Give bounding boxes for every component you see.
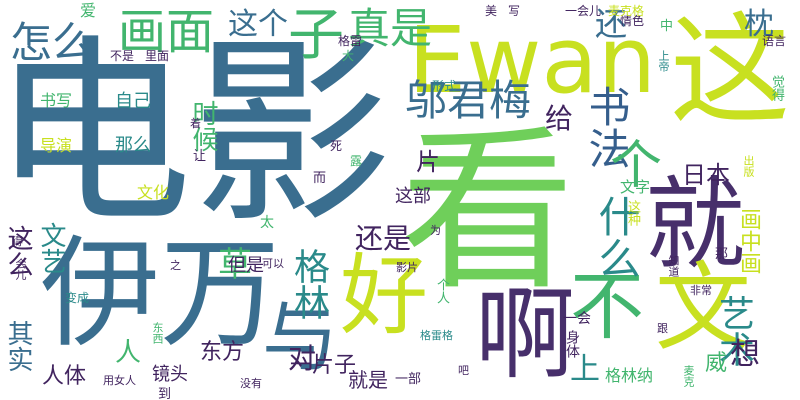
word-cloud-word: 一会儿: [565, 4, 602, 18]
word-cloud-word: 人: [115, 338, 142, 368]
word-cloud-word: 觉得: [769, 75, 784, 101]
word-cloud-word: 怎么: [10, 18, 95, 67]
word-cloud-word: 威: [705, 351, 728, 376]
word-cloud-word: 这: [670, 2, 790, 141]
word-cloud-word: 就是: [348, 368, 388, 392]
word-cloud-word: 一片子: [290, 353, 357, 378]
word-cloud-word: 枕: [744, 7, 774, 42]
word-cloud-word: 文艺: [36, 222, 66, 274]
word-cloud-word: 导演: [40, 136, 73, 155]
word-cloud-word: 书写: [40, 91, 73, 110]
word-cloud-word: 麦克格: [608, 4, 645, 18]
word-cloud-word: 格林纳: [605, 366, 654, 385]
word-cloud-word: Ewan: [408, 7, 657, 114]
word-cloud-word: 那么: [115, 135, 151, 156]
word-cloud-word: 不是: [110, 49, 135, 63]
word-cloud-word: 这部: [395, 186, 431, 207]
word-cloud-word: 真是: [348, 4, 433, 53]
word-cloud-word: 画面: [118, 4, 215, 60]
word-cloud-word: 文字: [620, 178, 651, 196]
word-cloud-word: 不: [570, 264, 644, 350]
word-cloud-word: 文化: [137, 183, 170, 202]
word-cloud-word: 个人: [434, 278, 449, 304]
word-cloud-word: 给: [545, 102, 574, 135]
word-cloud-word: 格雷格: [420, 329, 453, 342]
word-cloud-word: 麦克: [682, 365, 695, 387]
word-cloud-word: 用女人: [103, 374, 136, 387]
word-cloud-word: 画中画: [736, 208, 761, 274]
word-cloud-word: 露: [350, 154, 363, 168]
word-cloud-word: 但是: [228, 255, 264, 276]
word-cloud-word: 大: [342, 49, 355, 63]
word-cloud-word: 太: [260, 215, 274, 231]
word-cloud-word: 知道: [667, 255, 680, 277]
word-cloud-word: 没有: [240, 377, 262, 390]
word-cloud-word: 镜头: [152, 364, 188, 385]
word-cloud-word: 人体: [42, 364, 87, 389]
word-cloud-word: 写: [508, 4, 521, 18]
word-cloud-word: 上帝: [657, 50, 670, 72]
word-cloud-word: 什么: [592, 195, 641, 279]
word-cloud-word: 影片: [396, 261, 418, 274]
word-cloud-word: 而: [313, 171, 327, 186]
word-cloud-word: 对: [288, 342, 317, 375]
word-cloud-word: 可以: [262, 257, 284, 270]
word-cloud-word: 书法: [582, 85, 631, 169]
word-cloud-word: 格雷: [338, 34, 363, 48]
word-cloud-word: 形式: [432, 79, 457, 93]
word-cloud-word: 自己: [115, 91, 151, 112]
word-cloud-word: 与: [262, 293, 338, 382]
word-cloud-word: 美: [485, 4, 498, 18]
word-cloud-word: 其实: [3, 320, 33, 372]
word-cloud-word: 东方: [200, 340, 245, 365]
word-cloud-word: 语言: [762, 34, 787, 48]
word-cloud-word: 会儿: [14, 258, 27, 280]
word-cloud-word: 艺术: [713, 295, 754, 367]
word-cloud-word: 跟: [657, 322, 668, 335]
word-cloud-word: 这么: [3, 225, 33, 277]
word-cloud-word: 一会: [563, 311, 591, 327]
word-cloud-word: 想: [730, 337, 760, 372]
word-cloud-word: 草: [218, 245, 252, 285]
word-cloud-word: 让: [193, 149, 207, 164]
word-cloud-word: 非常: [690, 284, 712, 297]
word-cloud-word: 着: [190, 117, 201, 130]
word-cloud-word: 死: [330, 139, 343, 153]
word-cloud-word: 为: [430, 224, 441, 237]
word-cloud-word: 个: [610, 136, 663, 196]
word-cloud-word: 片: [416, 148, 440, 176]
word-cloud-word: 邬君梅: [405, 76, 532, 125]
word-cloud-word: 上: [570, 352, 600, 387]
word-cloud-word: 这个: [228, 7, 288, 42]
word-cloud-word: 这种: [625, 200, 640, 226]
word-cloud-word: 格林: [288, 248, 329, 320]
word-cloud-word: 得: [12, 235, 23, 248]
word-cloud-word: 伊万: [40, 225, 280, 364]
word-cloud-word: 啊: [475, 276, 575, 393]
word-cloud-word: 到: [158, 387, 172, 400]
word-cloud-word: 情色: [620, 14, 645, 28]
word-cloud-word: 出版: [742, 155, 755, 177]
word-cloud-word: 看: [400, 111, 575, 314]
word-cloud-word: 中: [660, 19, 674, 34]
word-cloud-word: 还: [595, 5, 628, 43]
word-cloud-word: 子: [288, 3, 344, 68]
word-cloud-word: 那: [715, 247, 729, 262]
word-cloud-word: 电影: [0, 18, 393, 251]
word-cloud-word: 时候: [188, 100, 218, 152]
word-cloud-word: 一部: [395, 372, 422, 387]
word-cloud-word: 日本: [682, 161, 730, 189]
word-cloud-word: 身体: [564, 330, 580, 358]
word-cloud-word: 吧: [458, 364, 469, 377]
word-cloud-word: 之: [170, 259, 181, 272]
word-cloud-word: 还是: [355, 222, 412, 255]
word-cloud-word: 好: [340, 244, 429, 347]
word-cloud-word: 变成: [65, 291, 90, 305]
word-cloud-word: 里面: [145, 49, 170, 63]
word-cloud-word: 东西: [151, 322, 164, 344]
word-cloud-word: 文: [655, 252, 751, 364]
word-cloud-word: 爱: [80, 1, 97, 20]
word-cloud-word: 就: [645, 166, 745, 283]
